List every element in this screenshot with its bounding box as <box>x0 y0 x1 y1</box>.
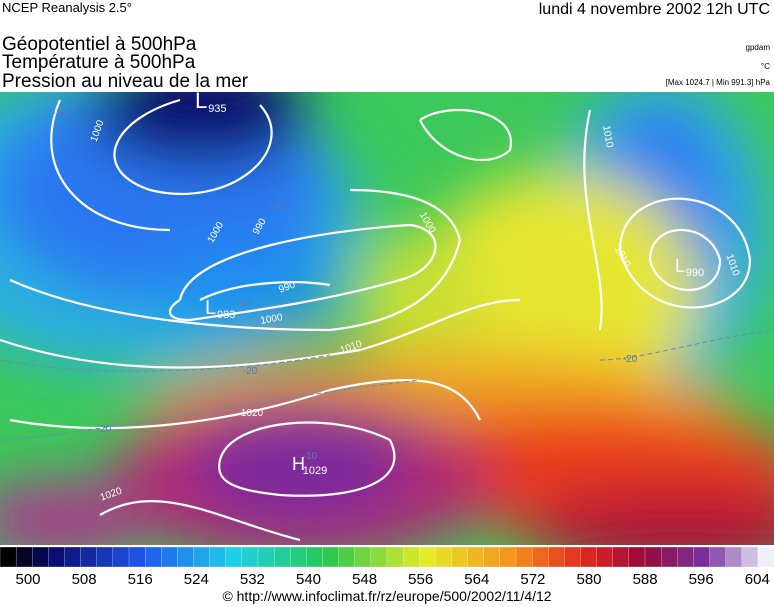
colorbar-label: 564 <box>464 571 489 588</box>
colorbar-cell <box>435 546 453 568</box>
temperature-label: -10 <box>303 451 318 462</box>
colorbar-cell <box>628 546 646 568</box>
isobar-label: 1000 <box>260 312 284 327</box>
colorbar-cell <box>257 546 275 568</box>
colorbar-cell <box>515 546 533 568</box>
colorbar-cell <box>322 546 340 568</box>
colorbar-cell <box>451 546 469 568</box>
colorbar-cell <box>612 546 630 568</box>
colorbar-cell <box>709 546 727 568</box>
colorbar-cell <box>467 546 485 568</box>
colorbar-label: 508 <box>72 571 97 588</box>
colorbar-cell <box>644 546 662 568</box>
colorbar-cell <box>241 546 259 568</box>
colorbar-cell <box>660 546 678 568</box>
temperature-label: -30 <box>53 108 68 119</box>
colorbar-cell <box>112 546 130 568</box>
colorbar: 500 508 516 524 532 540 548 556 564 572 580 588 596 6… <box>0 546 774 588</box>
colorbar-cell <box>677 546 695 568</box>
temperature-label: -30 <box>236 299 251 310</box>
colorbar-cell <box>338 546 356 568</box>
center-type: L <box>205 297 216 319</box>
colorbar-cell <box>354 546 372 568</box>
temperature-label: -30 <box>269 202 284 213</box>
temperature-label: -20 <box>97 424 112 435</box>
colorbar-cell <box>483 546 501 568</box>
colorbar-cell <box>0 546 17 568</box>
colorbar-cell <box>193 546 211 568</box>
colorbar-label: 532 <box>240 571 265 588</box>
colorbar-cell <box>741 546 759 568</box>
colorbar-label: 580 <box>576 571 601 588</box>
isobar-label: 1020 <box>241 408 264 419</box>
colorbar-cell <box>757 546 774 568</box>
colorbar-cell <box>32 546 50 568</box>
colorbar-cell <box>306 546 324 568</box>
map-field <box>0 92 774 545</box>
colorbar-cell <box>144 546 162 568</box>
colorbar-label: 604 <box>745 571 770 588</box>
colorbar-label: 516 <box>128 571 153 588</box>
colorbar-cell <box>15 546 33 568</box>
colorbar-cell <box>531 546 549 568</box>
colorbar-label: 572 <box>520 571 545 588</box>
title: Pression au niveau de la mer <box>2 71 249 92</box>
isobar-label: 1010 <box>600 125 615 149</box>
colorbar-cell <box>419 546 437 568</box>
colorbar-label: 524 <box>184 571 209 588</box>
colorbar-cell <box>402 546 420 568</box>
colorbar-cell <box>80 546 98 568</box>
temperature-label: -20 <box>623 354 638 365</box>
date: lundi 4 novembre 2002 12h UTC <box>539 1 770 18</box>
center-type: L <box>195 88 207 113</box>
unit: gpdam <box>746 43 771 52</box>
colorbar-cell <box>96 546 114 568</box>
center-type: H <box>292 454 305 474</box>
colorbar-label: 500 <box>15 571 40 588</box>
colorbar-cell <box>370 546 388 568</box>
colorbar-cell <box>128 546 146 568</box>
center-value: 990 <box>686 267 704 279</box>
colorbar-cell <box>386 546 404 568</box>
footer: © http://www.infoclimat.fr/rz/europe/500… <box>222 588 551 604</box>
center-value: 935 <box>208 103 226 115</box>
colorbar-cell <box>580 546 598 568</box>
colorbar-cell <box>273 546 291 568</box>
colorbar-cell <box>564 546 582 568</box>
colorbar-cell <box>290 546 308 568</box>
colorbar-label: 548 <box>352 571 377 588</box>
colorbar-cell <box>225 546 243 568</box>
colorbar-cell <box>48 546 66 568</box>
colorbar-label: 588 <box>633 571 658 588</box>
center-value: 983 <box>217 309 235 321</box>
colorbar-cell <box>499 546 517 568</box>
title: Géopotentiel à 500hPa <box>2 34 197 55</box>
colorbar-label: 540 <box>296 571 321 588</box>
unit: °C <box>761 62 770 71</box>
colorbar-cell <box>64 546 82 568</box>
colorbar-cell <box>209 546 227 568</box>
colorbar-cell <box>177 546 195 568</box>
colorbar-label: 596 <box>689 571 714 588</box>
colorbar-label: 556 <box>408 571 433 588</box>
colorbar-cell <box>161 546 179 568</box>
colorbar-cell <box>725 546 743 568</box>
unit: [Max 1024.7 | Min 991.3] hPa <box>666 78 771 87</box>
center-value: 1029 <box>303 465 327 477</box>
colorbar-cell <box>548 546 566 568</box>
title: Température à 500hPa <box>2 52 196 73</box>
colorbar-cell <box>693 546 711 568</box>
source: NCEP Reanalysis 2.5° <box>2 0 132 15</box>
center-type: L <box>675 256 685 276</box>
temperature-label: -20 <box>243 366 258 377</box>
colorbar-cell <box>596 546 614 568</box>
